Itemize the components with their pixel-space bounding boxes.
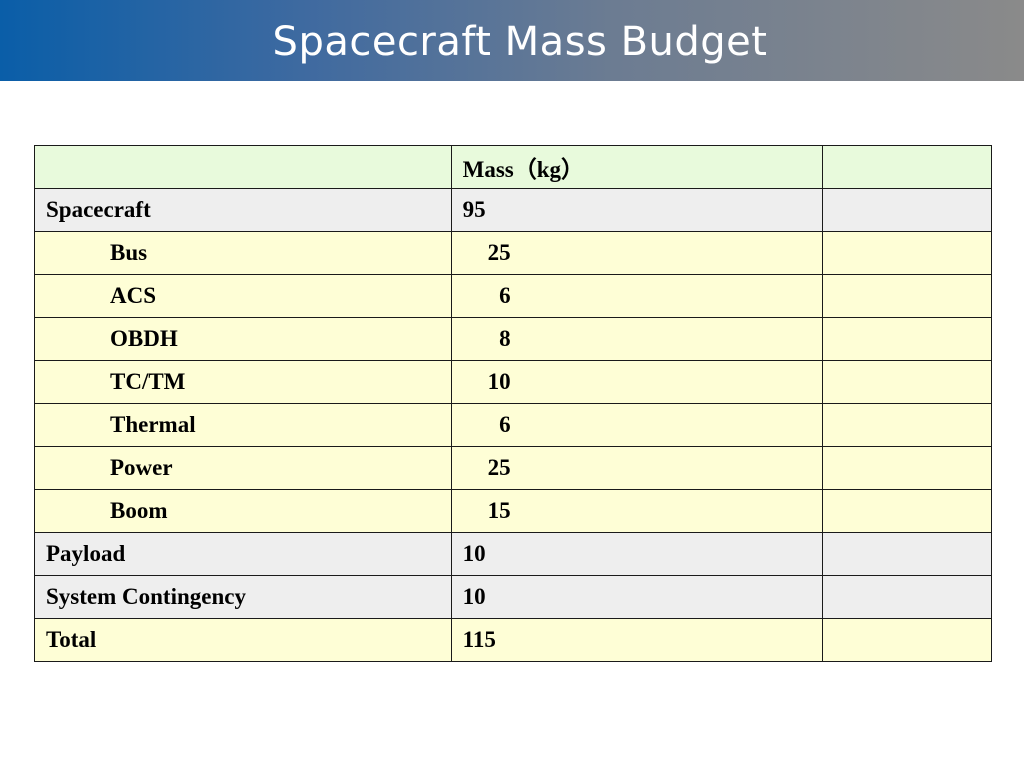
row-label-cell: OBDH: [34, 317, 452, 361]
row-mass-value: 6: [499, 283, 511, 308]
row-mass-cell: 115: [450, 618, 824, 662]
table-row: Spacecraft 95: [34, 188, 992, 232]
row-label-cell: Total: [34, 618, 452, 662]
row-mass-cell: 10: [450, 360, 824, 404]
header-cell-mass: Mass（kg）: [450, 145, 824, 189]
row-extra-cell: [822, 489, 992, 533]
row-extra-cell: [822, 403, 992, 447]
row-mass-cell: 6: [450, 403, 824, 447]
row-mass-cell: 25: [450, 446, 824, 490]
row-extra-cell: [822, 575, 992, 619]
row-mass-value: 10: [487, 369, 511, 394]
row-mass-value: 15: [487, 498, 511, 523]
row-extra-cell: [822, 360, 992, 404]
table-header-row: Mass（kg）: [34, 145, 992, 189]
table-row: Power 25: [34, 446, 992, 490]
row-label-cell: Power: [34, 446, 452, 490]
title-bar: [0, 0, 1024, 81]
row-mass-value: 25: [487, 240, 511, 265]
row-mass-cell: 25: [450, 231, 824, 275]
row-mass-value: 25: [487, 455, 511, 480]
row-label-cell: Spacecraft: [34, 188, 452, 232]
table-row: Total 115: [34, 618, 992, 662]
row-extra-cell: [822, 532, 992, 576]
table-row: Bus 25: [34, 231, 992, 275]
row-extra-cell: [822, 274, 992, 318]
row-mass-cell: 8: [450, 317, 824, 361]
row-extra-cell: [822, 446, 992, 490]
table-row: TC/TM 10: [34, 360, 992, 404]
row-extra-cell: [822, 231, 992, 275]
table-row: Payload 10: [34, 532, 992, 576]
table-row: ACS 6: [34, 274, 992, 318]
row-mass-value: 8: [499, 326, 511, 351]
header-cell-extra: [822, 145, 992, 189]
table-body: Mass（kg） Spacecraft 95 Bus 25 ACS 6 OBDH 8 TC/TM…: [34, 145, 992, 662]
row-mass-cell: 95: [450, 188, 824, 232]
table-row: OBDH 8: [34, 317, 992, 361]
row-label-cell: Bus: [34, 231, 452, 275]
row-label-cell: System Contingency: [34, 575, 452, 619]
row-mass-cell: 6: [450, 274, 824, 318]
table-row: Thermal 6: [34, 403, 992, 447]
row-mass-cell: 15: [450, 489, 824, 533]
row-extra-cell: [822, 317, 992, 361]
row-mass-value: 6: [499, 412, 511, 437]
row-label-cell: Thermal: [34, 403, 452, 447]
row-label-cell: Boom: [34, 489, 452, 533]
mass-budget-table: Mass（kg） Spacecraft 95 Bus 25 ACS 6 OBDH 8 TC/TM…: [34, 145, 992, 662]
table-row: Boom 15: [34, 489, 992, 533]
header-cell-item: [34, 145, 452, 189]
row-extra-cell: [822, 188, 992, 232]
row-mass-cell: 10: [450, 575, 824, 619]
row-label-cell: TC/TM: [34, 360, 452, 404]
row-extra-cell: [822, 618, 992, 662]
row-label-cell: Payload: [34, 532, 452, 576]
row-mass-cell: 10: [450, 532, 824, 576]
slide-title: Spacecraft Mass Budget: [272, 19, 768, 65]
row-label-cell: ACS: [34, 274, 452, 318]
table-row: System Contingency 10: [34, 575, 992, 619]
